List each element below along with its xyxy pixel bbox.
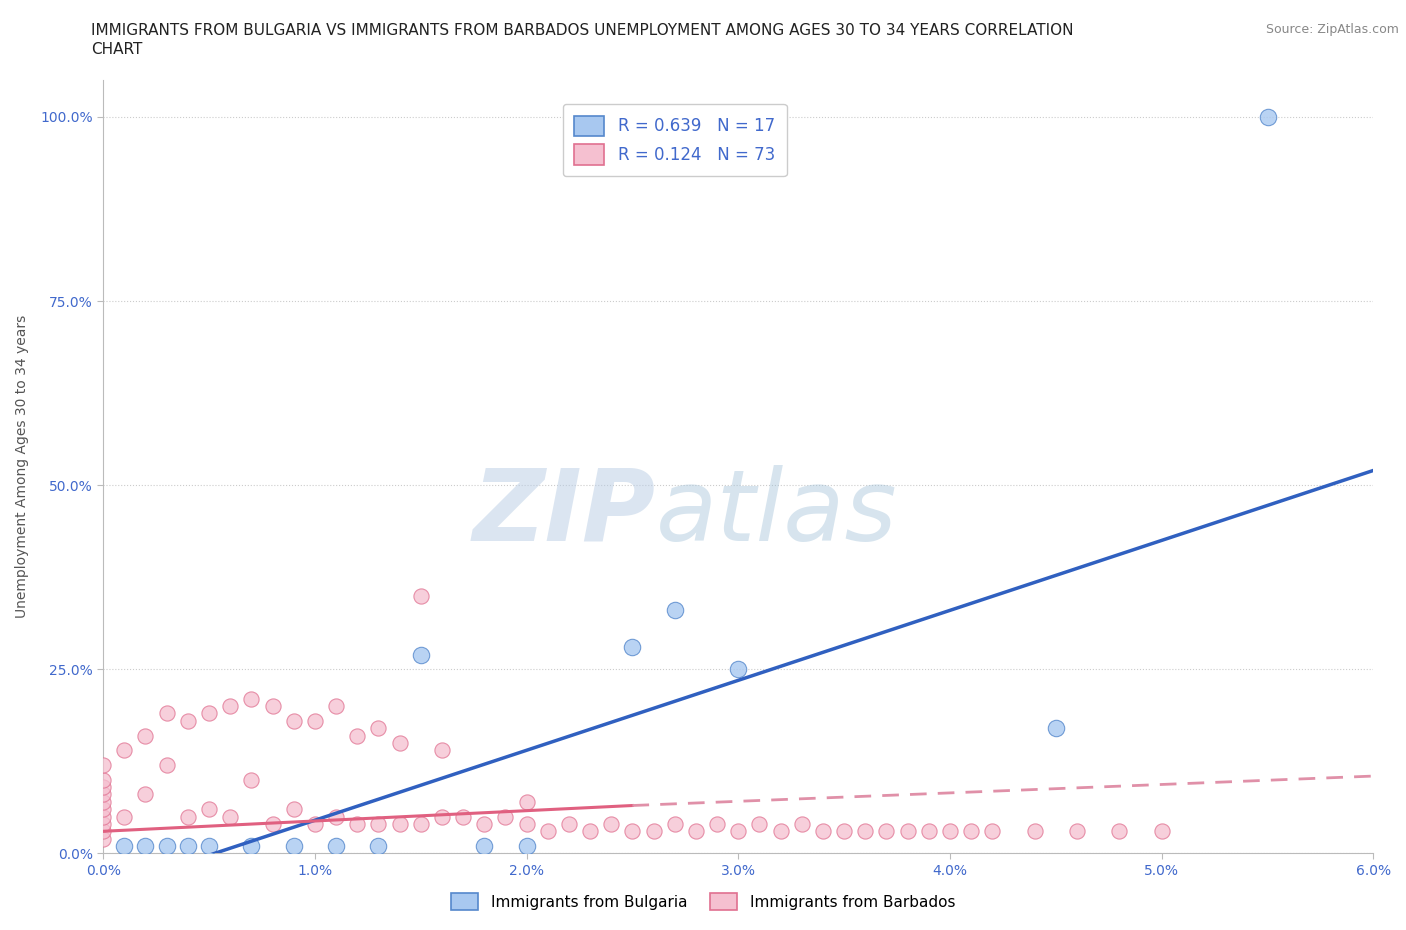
Point xyxy=(769,824,792,839)
Point xyxy=(219,809,242,824)
Point xyxy=(1150,824,1173,839)
Point xyxy=(91,758,114,773)
Point xyxy=(198,802,221,817)
Point xyxy=(346,817,368,831)
Point xyxy=(621,824,644,839)
Point xyxy=(600,817,623,831)
Point xyxy=(664,603,686,618)
Text: CHART: CHART xyxy=(91,42,143,57)
Point xyxy=(240,772,263,787)
Point xyxy=(91,824,114,839)
Text: Source: ZipAtlas.com: Source: ZipAtlas.com xyxy=(1265,23,1399,36)
Point xyxy=(1045,721,1067,736)
Point xyxy=(409,588,432,603)
Point xyxy=(472,817,495,831)
Point xyxy=(516,794,538,809)
Point xyxy=(790,817,813,831)
Point xyxy=(727,824,749,839)
Point xyxy=(283,839,305,854)
Point xyxy=(388,817,411,831)
Point xyxy=(388,736,411,751)
Point xyxy=(430,743,453,758)
Point xyxy=(112,743,135,758)
Point xyxy=(177,839,200,854)
Text: IMMIGRANTS FROM BULGARIA VS IMMIGRANTS FROM BARBADOS UNEMPLOYMENT AMONG AGES 30 : IMMIGRANTS FROM BULGARIA VS IMMIGRANTS F… xyxy=(91,23,1074,38)
Point xyxy=(537,824,560,839)
Point xyxy=(409,647,432,662)
Point xyxy=(156,706,179,721)
Point xyxy=(156,839,179,854)
Point xyxy=(643,824,665,839)
Point xyxy=(811,824,834,839)
Legend: R = 0.639   N = 17, R = 0.124   N = 73: R = 0.639 N = 17, R = 0.124 N = 73 xyxy=(562,104,787,176)
Point xyxy=(664,817,686,831)
Y-axis label: Unemployment Among Ages 30 to 34 years: Unemployment Among Ages 30 to 34 years xyxy=(15,315,30,618)
Point xyxy=(516,817,538,831)
Point xyxy=(853,824,876,839)
Point xyxy=(325,698,347,713)
Point xyxy=(706,817,728,831)
Point xyxy=(91,817,114,831)
Point xyxy=(832,824,855,839)
Point xyxy=(748,817,770,831)
Point xyxy=(262,817,284,831)
Point xyxy=(283,802,305,817)
Point xyxy=(91,802,114,817)
Point xyxy=(494,809,516,824)
Point xyxy=(240,691,263,706)
Point xyxy=(876,824,898,839)
Point xyxy=(304,817,326,831)
Point xyxy=(685,824,707,839)
Point xyxy=(91,794,114,809)
Point xyxy=(1108,824,1130,839)
Point xyxy=(516,839,538,854)
Point xyxy=(134,787,156,802)
Point xyxy=(939,824,962,839)
Point xyxy=(240,839,263,854)
Point xyxy=(897,824,920,839)
Point xyxy=(91,787,114,802)
Point xyxy=(451,809,474,824)
Point xyxy=(430,809,453,824)
Point xyxy=(346,728,368,743)
Point xyxy=(177,713,200,728)
Point xyxy=(283,713,305,728)
Legend: Immigrants from Bulgaria, Immigrants from Barbados: Immigrants from Bulgaria, Immigrants fro… xyxy=(443,885,963,918)
Point xyxy=(981,824,1004,839)
Point xyxy=(325,809,347,824)
Point xyxy=(91,772,114,787)
Text: ZIP: ZIP xyxy=(472,465,655,562)
Point xyxy=(1257,110,1279,125)
Point xyxy=(472,839,495,854)
Text: atlas: atlas xyxy=(655,465,897,562)
Point xyxy=(262,698,284,713)
Point xyxy=(198,706,221,721)
Point xyxy=(367,721,389,736)
Point xyxy=(112,809,135,824)
Point xyxy=(918,824,941,839)
Point xyxy=(579,824,602,839)
Point xyxy=(727,662,749,677)
Point xyxy=(91,779,114,794)
Point xyxy=(367,817,389,831)
Point xyxy=(960,824,983,839)
Point xyxy=(198,839,221,854)
Point xyxy=(177,809,200,824)
Point xyxy=(91,831,114,846)
Point xyxy=(1024,824,1046,839)
Point xyxy=(134,728,156,743)
Point xyxy=(304,713,326,728)
Point xyxy=(134,839,156,854)
Point xyxy=(91,809,114,824)
Point xyxy=(219,698,242,713)
Point xyxy=(156,758,179,773)
Point xyxy=(1066,824,1088,839)
Point xyxy=(367,839,389,854)
Point xyxy=(558,817,581,831)
Point xyxy=(112,839,135,854)
Point xyxy=(325,839,347,854)
Point xyxy=(409,817,432,831)
Point xyxy=(621,640,644,655)
